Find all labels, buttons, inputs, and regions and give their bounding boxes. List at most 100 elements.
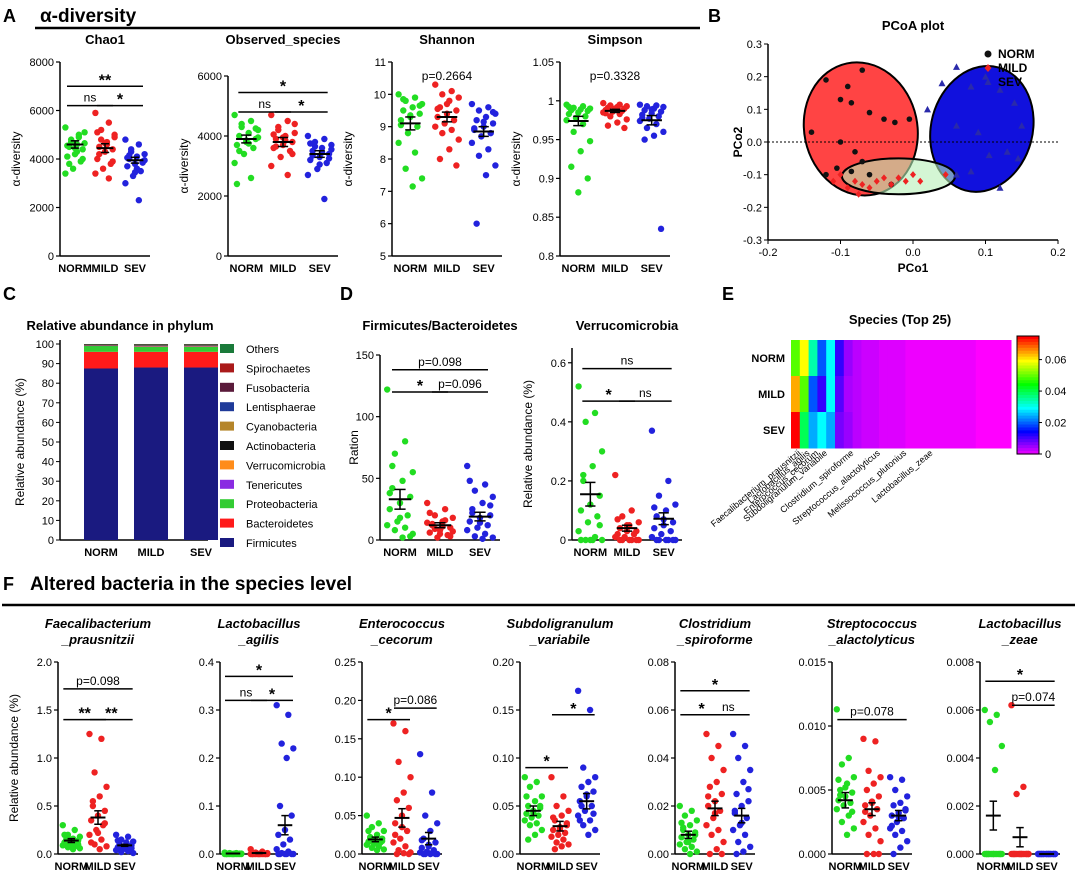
alpha-0-point-norm [75,133,83,141]
heatmap-cell [817,412,827,449]
heatmap-cell [826,412,836,449]
heatmap-cell [967,376,977,413]
alpha-1-ytick-label: 4000 [198,131,222,143]
alpha-0-point-sev [131,169,139,176]
alpha-2-point-mild [455,136,462,143]
species-3-xlabel-sev: SEV [576,861,599,873]
pcoa-point-sev [1014,154,1022,162]
ratio-0-point-norm [399,534,406,541]
species-2-point-mild [405,850,413,858]
alpha-3-point-mild [623,116,630,123]
phylum-bar-bacteroidetes [184,351,218,368]
species-6-point-norm [991,766,999,774]
pcoa-xtick-label: 0.0 [905,247,920,259]
pcoa-point-mild [917,177,924,185]
alpha-0-point-mild [96,143,103,151]
heatmap-colorbar-seg [1017,395,1039,399]
alpha-3-ytick-label: 0.85 [533,212,554,224]
species-5-point-norm [845,754,852,762]
heatmap-colorbar-seg [1017,415,1039,420]
species-4-sig-label: * [712,677,719,694]
pcoa-point-norm [834,165,840,171]
phylum-legend-swatch [220,344,234,353]
pcoa-point-mild [910,171,916,179]
alpha-2-point-sev [473,220,480,227]
alpha-2-point-sev [471,125,478,132]
alpha-2-point-sev [468,139,476,147]
species-3-point-sev [576,817,584,824]
alpha-2-ytick-label: 8 [380,154,386,166]
species-5-point-norm [835,776,842,783]
ratio-1-point-sev [651,524,658,532]
heatmap-cell [887,376,898,413]
species-1-ytick-label: 0.3 [199,705,214,717]
heatmap-colorbar-seg [1017,433,1039,437]
species-6-point-mild [1016,850,1024,858]
species-3-point-mild [565,841,572,848]
heatmap-colorbar-seg [1017,344,1039,349]
species-5-title-line: Streptococcus [827,616,917,631]
species-2-point-sev [420,850,427,858]
panel-letter-f: F [3,574,14,594]
phylum-bar-bacteroidetes [134,351,168,368]
alpha-1-point-sev [307,140,314,147]
species-6-point-norm [986,718,994,726]
heatmap-cell [817,340,827,377]
alpha-2-point-norm [402,165,409,172]
ratio-0-panel: Firmicutes/Bacteroidetes 0 50 100 150 Ration N… [347,318,518,559]
species-3-point-sev [580,764,587,771]
alpha-0-xlabel-sev: SEV [124,263,147,275]
species-4-point-norm [688,843,695,850]
species-6-point-norm [981,706,988,714]
heatmap-colorbar-seg [1017,403,1039,408]
pcoa-point-sev [967,167,975,175]
species-6-ytick-label: 0.000 [946,849,974,861]
heatmap-cell [984,412,994,449]
species-0-ytick-label: 2.0 [37,657,52,669]
alpha-1-point-norm [236,147,243,155]
ratio-0-point-sev [471,487,479,494]
species-3-point-norm [521,817,528,824]
ratio-0-point-norm [389,485,396,492]
ratio-0-xlabel-mild: MILD [427,547,454,559]
heatmap-cell [905,340,915,377]
pcoa-point-norm [823,171,829,178]
alpha-1-point-mild [289,150,296,158]
heatmap-cell [940,376,950,413]
heatmap-cell [914,412,924,449]
species-0-sig-label: ** [78,706,91,723]
heatmap-cell [791,340,801,377]
heatmap-colorbar-seg [1017,371,1039,375]
heatmap-cell [852,340,862,377]
phylum-bar-verrucomicrobia [184,345,218,347]
alpha-3-xlabel-norm: NORM [562,263,596,275]
heatmap-cell [791,412,801,449]
ratio-1-sig-label: ns [639,386,652,400]
pcoa-point-sev [1011,99,1018,106]
alpha-2-point-norm [400,107,407,114]
alpha-3-point-norm [582,113,589,120]
species-0-point-norm [61,831,68,838]
alpha-3-point-norm [586,137,594,145]
species-3-point-norm [525,802,532,810]
heatmap-colorbar-seg [1017,353,1039,358]
pcoa-point-norm [823,77,829,83]
species-6-point-norm [996,850,1004,858]
phylum-bar-proteobacteria [184,346,218,352]
heatmap-colorbar-seg [1017,386,1039,390]
species-4-sig-label: ns [722,700,735,714]
pcoa-point-sev [953,63,960,70]
species-4-point-sev [745,786,752,793]
alpha-1-point-mild [284,171,291,179]
species-3-ytick-label: 0.15 [493,705,514,717]
species-5-xlabel-norm: NORM [829,861,863,873]
pcoa-panel: PCoA plot-0.2 -0.1 0.0 0.1 0.2-0.3-0.2-0.10.… [731,18,1066,275]
heatmap-cell [843,376,854,413]
species-1-point-sev [288,850,295,858]
species-2-ytick-label: 0.10 [335,772,356,784]
species-0-point-norm [71,826,78,834]
alpha-1-point-sev [311,143,319,150]
heatmap-row-label: SEV [763,425,786,437]
heatmap-cell [905,376,915,413]
alpha-1-point-norm [231,159,238,167]
